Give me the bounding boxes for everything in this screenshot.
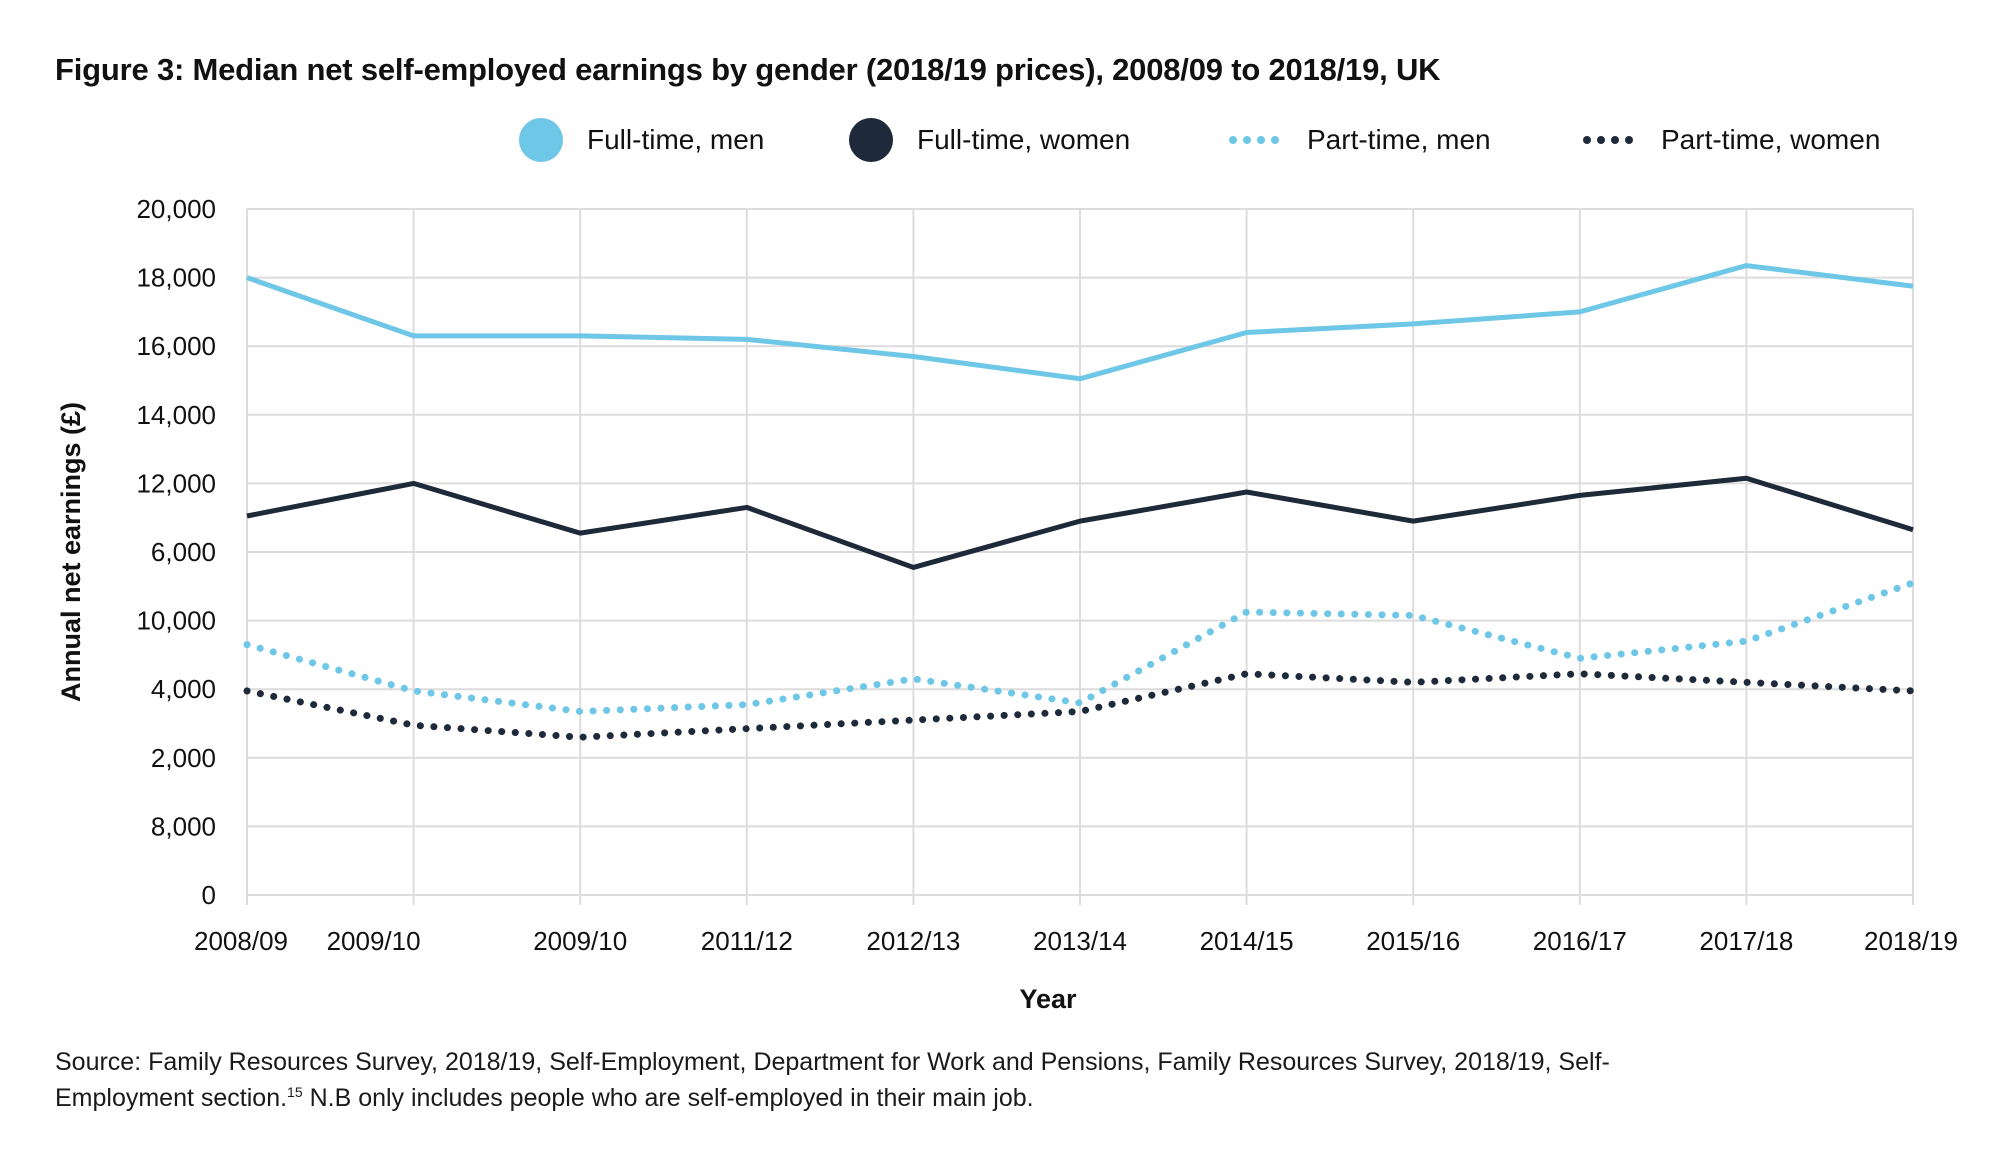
x-axis-title: Year	[1019, 984, 1077, 1014]
legend-swatch-full-time-women-icon	[849, 118, 893, 162]
legend-label: Part-time, women	[1661, 124, 1881, 155]
footnote-marker: 15	[287, 1084, 303, 1100]
figure-title: Figure 3: Median net self-employed earni…	[55, 52, 1441, 87]
x-tick-labels: 2008/09 2009/10 2009/10 2011/12 2012/13 2013/…	[194, 926, 1958, 956]
x-tick-label: 2009/10	[533, 926, 627, 956]
gridlines	[246, 208, 1914, 905]
legend-item-part-time-women: Part-time, women	[1583, 116, 1880, 164]
x-tick-label: 2013/14	[1033, 926, 1127, 956]
y-tick-label: 20,000	[136, 194, 216, 224]
series-line-part-time-women	[243, 670, 1917, 741]
y-tick-label: 8,000	[151, 811, 216, 841]
legend-swatch-part-time-women-icon	[1583, 136, 1633, 144]
x-tick-label: 2016/17	[1533, 926, 1627, 956]
x-tick-label: 2008/09	[194, 926, 288, 956]
source-text: Employment section.	[55, 1084, 288, 1112]
x-tick-label: 2018/19	[1864, 926, 1958, 956]
legend-label: Part-time, men	[1307, 124, 1491, 155]
source-note: Source: Family Resources Survey, 2018/19…	[55, 1044, 1955, 1116]
legend-swatch-full-time-men-icon	[519, 118, 563, 162]
y-tick-label: 12,000	[136, 468, 216, 498]
source-line-2: Employment section.15 N.B only includes …	[55, 1080, 1955, 1116]
y-tick-label: 14,000	[136, 400, 216, 430]
y-tick-label: 16,000	[136, 331, 216, 361]
y-tick-label: 4,000	[151, 674, 216, 704]
y-tick-label: 6,000	[151, 537, 216, 567]
x-tick-label: 2014/15	[1200, 926, 1294, 956]
y-tick-labels: 20,000 18,000 16,000 14,000 12,000 6,000 10,00…	[136, 194, 216, 910]
x-tick-label: 2009/10	[327, 926, 421, 956]
legend-item-full-time-men: Full-time, men	[519, 116, 764, 164]
chart-legend: Full-time, men Full-time, women Part-tim…	[0, 116, 2000, 164]
x-tick-label: 2012/13	[866, 926, 960, 956]
legend-swatch-part-time-men-icon	[1229, 136, 1279, 144]
y-tick-label: 10,000	[136, 606, 216, 636]
x-tick-label: 2015/16	[1366, 926, 1460, 956]
y-tick-label: 2,000	[151, 743, 216, 773]
y-tick-label: 18,000	[136, 263, 216, 293]
y-tick-label: 0	[202, 880, 216, 910]
source-note-text: N.B only includes people who are self-em…	[302, 1084, 1034, 1112]
x-tick-label: 2017/18	[1699, 926, 1793, 956]
legend-label: Full-time, men	[587, 124, 765, 155]
source-line-1: Source: Family Resources Survey, 2018/19…	[55, 1048, 1610, 1076]
legend-label: Full-time, women	[917, 124, 1131, 155]
legend-item-part-time-men: Part-time, men	[1229, 116, 1491, 164]
y-axis-title: Annual net earnings (£)	[56, 402, 86, 702]
series-lines	[243, 263, 1917, 741]
x-tick-label: 2011/12	[701, 926, 793, 956]
legend-item-full-time-women: Full-time, women	[849, 116, 1130, 164]
